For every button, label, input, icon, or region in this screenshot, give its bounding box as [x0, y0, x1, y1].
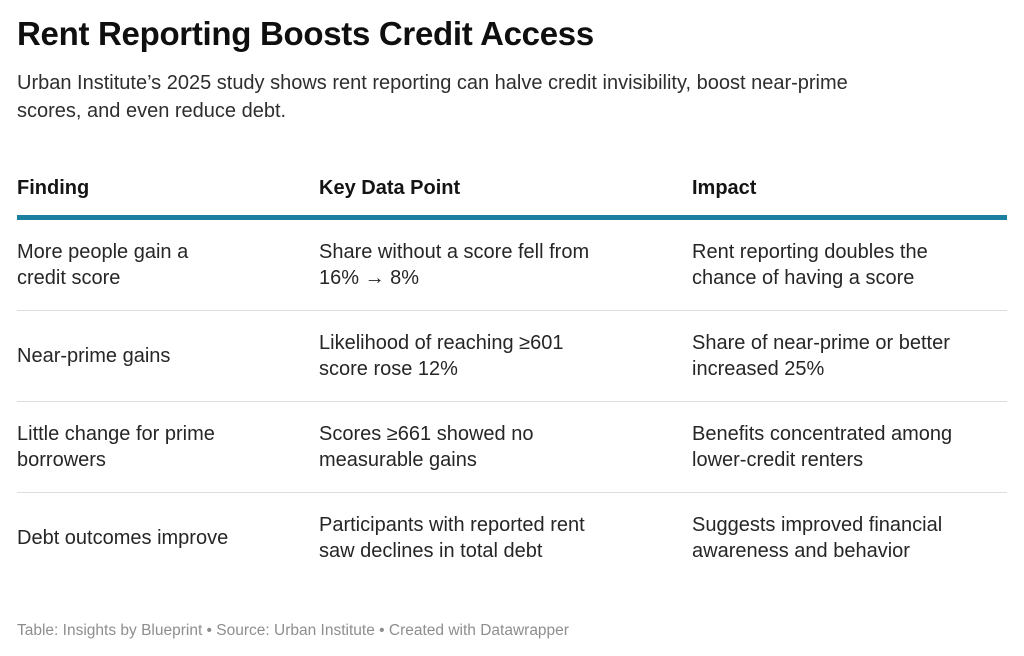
- footer-table-credit-link[interactable]: Insights by Blueprint: [62, 622, 203, 640]
- cell-finding: More people gain a credit score: [17, 241, 189, 290]
- cell-key-data-point: Likelihood of reaching ≥601 score rose 1…: [319, 332, 564, 381]
- footer-created-with-label: Created with: [388, 622, 481, 640]
- cell-key-data-point: Participants with reported rent saw decl…: [319, 514, 585, 563]
- footer-source-link[interactable]: Urban Institute: [274, 622, 375, 640]
- column-header-key-data-point: Key Data Point: [319, 177, 461, 200]
- header-rule-divider: [17, 215, 1007, 221]
- table-header-row: Finding Key Data Point Impact: [17, 177, 1007, 200]
- footer-datawrapper-link[interactable]: Datawrapper: [480, 622, 569, 640]
- footer-separator: •: [202, 622, 217, 640]
- cell-key-data-point: Share without a score fell from 16% → 8%: [319, 241, 590, 290]
- column-header-finding: Finding: [17, 177, 90, 200]
- footer-source-label: Source:: [216, 622, 275, 640]
- chart-description: Urban Institute’s 2025 study shows rent …: [17, 72, 848, 123]
- cell-impact: Rent reporting doubles the chance of hav…: [692, 241, 928, 290]
- column-header-impact: Impact: [692, 177, 757, 200]
- cell-key-data-point: Scores ≥661 showed no measurable gains: [319, 423, 534, 472]
- table-body: More people gain a credit score Share wi…: [17, 220, 1007, 583]
- table-row: Debt outcomes improve Participants with …: [17, 493, 1007, 583]
- chart-footer-credits: Table: Insights by Blueprint • Source: U…: [17, 621, 1007, 641]
- cell-finding: Little change for prime borrowers: [17, 423, 215, 472]
- cell-impact: Benefits concentrated among lower-credit…: [692, 423, 953, 472]
- footer-separator: •: [374, 622, 389, 640]
- cell-impact: Share of near-prime or better increased …: [692, 332, 950, 381]
- cell-impact: Suggests improved financial awareness an…: [692, 514, 943, 563]
- chart-container: Rent Reporting Boosts Credit Access Urba…: [17, 15, 1007, 641]
- page-title: Rent Reporting Boosts Credit Access: [17, 15, 594, 52]
- table-row: Little change for prime borrowers Scores…: [17, 402, 1007, 494]
- table-row: Near-prime gains Likelihood of reaching …: [17, 311, 1007, 403]
- table-row: More people gain a credit score Share wi…: [17, 220, 1007, 312]
- cell-finding: Near-prime gains: [17, 345, 171, 368]
- footer-table-label: Table:: [17, 622, 63, 640]
- cell-finding: Debt outcomes improve: [17, 527, 229, 550]
